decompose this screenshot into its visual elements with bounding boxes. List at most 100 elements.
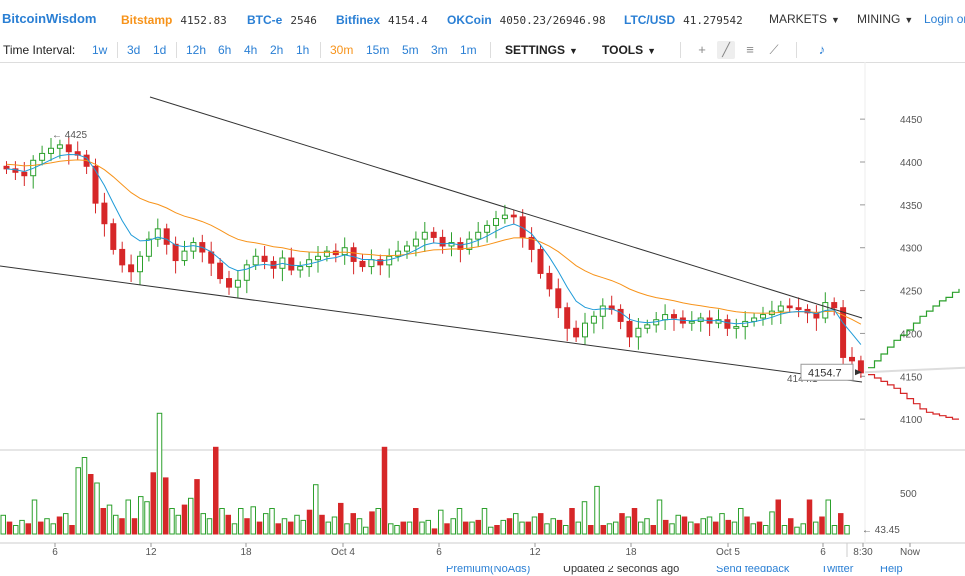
upper-trend-line: [149, 96, 863, 319]
interval-4h[interactable]: 4h: [244, 43, 258, 57]
candle-body: [421, 231, 428, 240]
horizontal-lines-icon[interactable]: ≡: [746, 42, 754, 57]
volume-bar: [538, 513, 544, 535]
volume-bar: [338, 502, 344, 535]
volume-bar: [269, 508, 275, 535]
volume-bar: [369, 511, 375, 535]
candle-body: [243, 264, 250, 281]
volume-bar: [363, 526, 369, 535]
candle-body: [386, 255, 393, 266]
ticker-exchange[interactable]: Bitstamp: [121, 13, 173, 27]
volume-bar: [200, 513, 206, 535]
volume-bar: [163, 477, 169, 535]
interval-1h[interactable]: 1h: [296, 43, 310, 57]
volume-bar: [13, 525, 19, 535]
volume-bar: [569, 508, 575, 535]
ticker-bitstamp[interactable]: Bitstamp 4152.83: [121, 13, 227, 27]
volume-bar: [356, 518, 363, 535]
alert-bell-icon[interactable]: ♪: [818, 42, 826, 57]
volume-bar: [763, 525, 769, 535]
ticker-exchange[interactable]: LTC/USD: [624, 13, 676, 27]
volume-bar: [600, 525, 606, 535]
volume-bar: [106, 504, 113, 535]
candle-body: [537, 248, 544, 274]
ticker-ltcusd[interactable]: LTC/USD 41.279542: [624, 13, 743, 27]
ticker-bitfinex[interactable]: Bitfinex 4154.4: [336, 13, 428, 27]
candle-body: [688, 320, 695, 324]
candle-body: [733, 326, 740, 329]
candle-body: [617, 308, 624, 322]
volume-bar: [194, 479, 200, 535]
candle-body: [190, 242, 197, 252]
candle-body: [546, 272, 553, 290]
volume-bar: [425, 519, 431, 535]
volume-bar: [413, 508, 419, 535]
y-tick-label: 4450: [900, 115, 923, 126]
volume-bar: [650, 525, 656, 535]
volume-bar: [444, 523, 450, 535]
ticker-price: 41.279542: [683, 14, 743, 27]
x-tick-label: 12: [145, 547, 157, 558]
ticker-btce[interactable]: BTC-e 2546: [247, 13, 317, 27]
candle-body: [430, 231, 437, 238]
price-chart[interactable]: 4450 4400 4350 4300 4250 4200 4150 4100 6 12 18 Oc…: [0, 62, 965, 566]
login-link[interactable]: Login or: [924, 12, 965, 26]
crosshair-icon[interactable]: +: [698, 42, 706, 57]
volume-bar: [75, 467, 81, 535]
interval-15m[interactable]: 15m: [366, 43, 390, 57]
moving-averages: [6, 153, 862, 345]
candle-body: [493, 218, 499, 226]
interval-1m[interactable]: 1m: [460, 43, 477, 57]
tools-menu[interactable]: TOOLS ▼: [602, 43, 656, 57]
premium-link[interactable]: Premium(NoAds): [446, 566, 531, 575]
order-depth: [864, 288, 965, 420]
interval-3m[interactable]: 3m: [431, 43, 448, 57]
settings-label: SETTINGS: [505, 43, 566, 57]
mining-menu[interactable]: MINING ▼: [857, 12, 913, 26]
interval-1w[interactable]: 1w: [92, 43, 108, 57]
volume-bar: [181, 504, 188, 535]
candle-body: [439, 236, 446, 247]
ticker-exchange[interactable]: BTC-e: [247, 13, 283, 27]
candle-body: [359, 260, 366, 268]
candle-body: [323, 250, 330, 257]
help-link[interactable]: Help: [880, 566, 903, 575]
volume-bar: [306, 509, 313, 535]
interval-3d[interactable]: 3d: [127, 43, 141, 57]
volume-bar: [381, 446, 388, 535]
interval-1d[interactable]: 1d: [153, 43, 167, 57]
candle-body: [368, 259, 375, 268]
mining-label: MINING: [857, 12, 901, 26]
volume-bars: [0, 412, 850, 535]
volume-bar: [331, 516, 338, 535]
ticker-exchange[interactable]: OKCoin: [447, 13, 492, 27]
ticker-exchange[interactable]: Bitfinex: [336, 13, 381, 27]
interval-2h[interactable]: 2h: [270, 43, 284, 57]
volume-bar: [494, 525, 500, 535]
volume-bar: [175, 514, 181, 535]
interval-5m[interactable]: 5m: [402, 43, 419, 57]
interval-12h[interactable]: 12h: [186, 43, 207, 57]
twitter-link[interactable]: Twitter: [821, 566, 854, 575]
volume-bar: [681, 516, 688, 535]
candle-body: [484, 224, 491, 233]
ask-depth-line: [868, 288, 960, 369]
line-draw-icon[interactable]: ╱: [717, 41, 735, 59]
fan-icon[interactable]: ⟋: [769, 42, 779, 57]
settings-menu[interactable]: SETTINGS ▼: [505, 43, 578, 57]
volume-bar: [788, 518, 794, 535]
candle-body: [671, 314, 677, 319]
volume-bar: [500, 519, 506, 535]
volume-bar: [806, 499, 813, 535]
interval-6h[interactable]: 6h: [218, 43, 232, 57]
candle-body: [626, 320, 633, 338]
x-tick-label: 18: [625, 547, 637, 558]
markets-menu[interactable]: MARKETS ▼: [769, 12, 840, 26]
brand-logo[interactable]: BitcoinWisdom: [2, 11, 97, 26]
volume-bar: [69, 525, 75, 535]
interval-30m[interactable]: 30m: [330, 43, 354, 57]
ticker-okcoin[interactable]: OKCoin 4050.23/26946.98: [447, 13, 606, 27]
feedback-link[interactable]: Send feedback: [716, 566, 790, 575]
candle-body: [528, 236, 535, 250]
volume-bar: [756, 521, 763, 535]
